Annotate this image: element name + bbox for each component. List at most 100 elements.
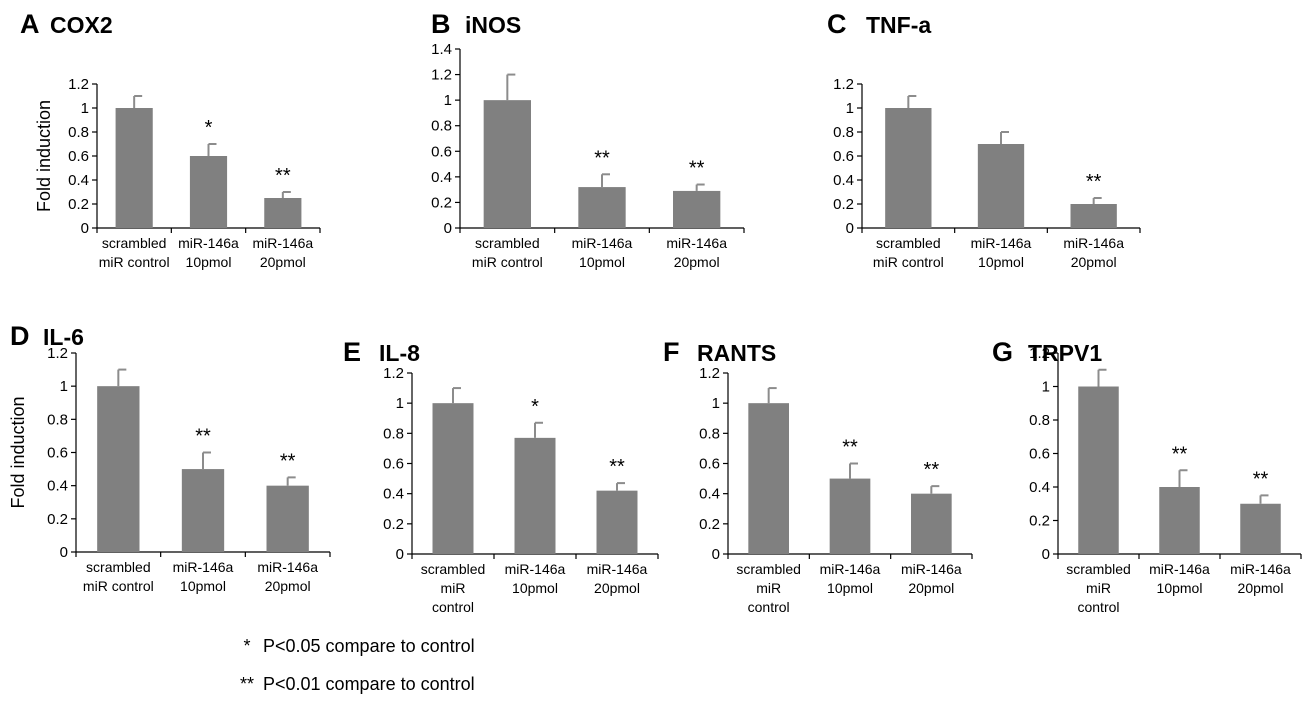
x-category-label: miR xyxy=(1086,580,1111,596)
bar-D-2 xyxy=(181,469,225,552)
x-category-label: miR control xyxy=(873,254,944,270)
y-tick-label: 0.6 xyxy=(699,456,720,473)
significance-marker: ** xyxy=(195,426,211,448)
x-category-label: control xyxy=(432,599,474,615)
y-tick-label: 0.4 xyxy=(1029,479,1050,496)
y-tick-label: 1 xyxy=(60,378,68,395)
bar-D-1 xyxy=(97,386,140,552)
bar-C-2 xyxy=(977,144,1025,228)
y-tick-label: 0.6 xyxy=(833,148,854,165)
y-tick-label: 1 xyxy=(1042,379,1050,396)
significance-marker: ** xyxy=(1086,171,1102,193)
y-tick-label: 0.6 xyxy=(431,143,452,160)
significance-legend: * P<0.05 compare to control ** P<0.01 co… xyxy=(240,636,475,694)
x-category-label: 10pmol xyxy=(579,254,625,270)
panel-title: iNOS xyxy=(465,12,521,38)
y-tick-label: 0.8 xyxy=(833,124,854,141)
x-category-label: 20pmol xyxy=(1071,254,1117,270)
x-category-label: 10pmol xyxy=(978,254,1024,270)
bar-F-1 xyxy=(748,403,789,554)
x-category-label: miR-146a xyxy=(178,235,239,251)
y-tick-label: 0.6 xyxy=(47,445,68,462)
x-category-label: scrambled xyxy=(421,561,486,577)
y-tick-label: 0.8 xyxy=(1029,412,1050,429)
bar-A-1 xyxy=(115,108,153,228)
x-category-label: miR-146a xyxy=(1063,235,1124,251)
bar-G-2 xyxy=(1159,487,1200,554)
legend-text-1: P<0.05 compare to control xyxy=(263,636,475,656)
x-category-label: miR-146a xyxy=(252,235,313,251)
panel-letter: A xyxy=(20,9,40,39)
significance-marker: ** xyxy=(609,456,625,478)
y-tick-label: 1 xyxy=(81,100,89,117)
x-category-label: scrambled xyxy=(475,235,540,251)
y-tick-label: 0.4 xyxy=(699,486,720,503)
y-tick-label: 0.2 xyxy=(383,516,404,533)
x-category-label: miR-146a xyxy=(505,561,566,577)
x-category-label: miR-146a xyxy=(666,235,727,251)
x-category-label: miR-146a xyxy=(971,235,1032,251)
bar-E-1 xyxy=(432,403,474,554)
x-category-label: 20pmol xyxy=(594,580,640,596)
y-tick-label: 0.4 xyxy=(833,172,854,189)
significance-marker: ** xyxy=(275,165,291,187)
x-category-label: scrambled xyxy=(736,561,801,577)
bar-F-2 xyxy=(829,478,871,554)
panel-letter: G xyxy=(992,337,1013,367)
significance-marker: ** xyxy=(280,450,296,472)
panel-D: D IL-6 Fold induction 0 0.2 0.4 0.6 0.8 1 1.2 scra… xyxy=(8,321,331,594)
y-tick-label: 1.4 xyxy=(431,41,452,58)
x-category-label: scrambled xyxy=(86,559,151,575)
legend-symbol-1: * xyxy=(243,636,250,656)
y-tick-label: 0.8 xyxy=(383,425,404,442)
y-tick-label: 1.2 xyxy=(47,345,68,362)
panel-A: A COX2 Fold induction 0 0.2 0.4 0.6 0.8 1 1.2 scra… xyxy=(20,9,321,270)
significance-marker: ** xyxy=(1172,443,1188,465)
bar-E-2 xyxy=(514,437,556,554)
x-category-label: miR-146a xyxy=(1149,561,1210,577)
x-category-label: 20pmol xyxy=(260,254,306,270)
panel-E: E IL-8 0 0.2 0.4 0.6 0.8 1 1.2 scrambled miR contro… xyxy=(343,337,659,615)
panel-title: RANTS xyxy=(697,340,776,366)
x-category-label: miR-146a xyxy=(901,561,962,577)
significance-marker: ** xyxy=(594,147,610,169)
panel-title: IL-6 xyxy=(43,324,84,350)
x-category-label: control xyxy=(748,599,790,615)
x-category-label: scrambled xyxy=(876,235,941,251)
x-category-label: 20pmol xyxy=(908,580,954,596)
bar-C-1 xyxy=(885,108,932,228)
x-category-label: miR control xyxy=(83,578,154,594)
panel-title: TNF-a xyxy=(866,12,931,38)
panel-C: C TNF-a 0 0.2 0.4 0.6 0.8 1 1.2 scrambled miR cont… xyxy=(827,9,1141,270)
panel-letter: C xyxy=(827,9,847,39)
x-category-label: scrambled xyxy=(102,235,167,251)
y-tick-label: 0.6 xyxy=(383,456,404,473)
x-category-label: miR-146a xyxy=(173,559,234,575)
bar-C-3 xyxy=(1070,204,1117,228)
y-tick-label: 0 xyxy=(396,546,404,563)
bar-A-2 xyxy=(189,156,228,228)
y-tick-label: 1.2 xyxy=(431,67,452,84)
x-category-label: miR control xyxy=(472,254,543,270)
y-tick-label: 1.2 xyxy=(383,365,404,382)
x-category-label: 10pmol xyxy=(186,254,232,270)
bar-E-3 xyxy=(596,490,638,554)
bar-B-2 xyxy=(578,187,626,228)
x-category-label: 20pmol xyxy=(265,578,311,594)
y-tick-label: 0.6 xyxy=(1029,446,1050,463)
panel-letter: B xyxy=(431,9,451,39)
y-tick-label: 1 xyxy=(846,100,854,117)
x-category-label: miR xyxy=(756,580,781,596)
y-tick-label: 0.8 xyxy=(431,118,452,135)
panel-G: G TRPV1 0 0.2 0.4 0.6 0.8 1 1.2 scrambled miR contr… xyxy=(992,337,1302,615)
panel-F: F RANTS 0 0.2 0.4 0.6 0.8 1 1.2 scrambled miR contr… xyxy=(663,337,973,615)
panel-letter: E xyxy=(343,337,361,367)
y-tick-label: 0.2 xyxy=(431,194,452,211)
significance-marker: ** xyxy=(924,459,940,481)
y-axis-label: Fold induction xyxy=(34,100,54,212)
y-tick-label: 0.4 xyxy=(68,172,89,189)
bar-A-3 xyxy=(264,198,302,228)
significance-marker: * xyxy=(531,396,539,418)
